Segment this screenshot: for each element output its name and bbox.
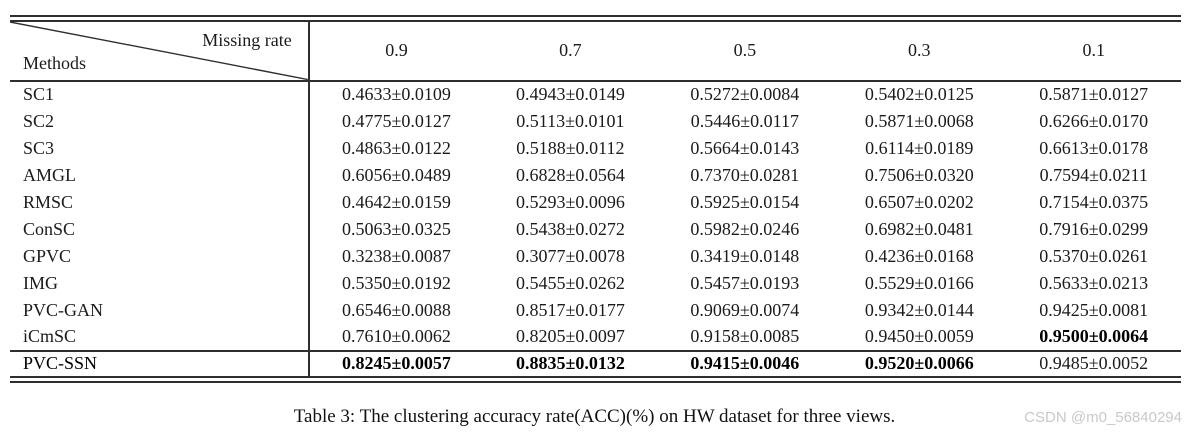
- value-cell: 0.9500±0.0064: [1039, 326, 1149, 346]
- table-row-pvc-ssn: PVC-SSN 0.8245±0.0057 0.8835±0.0132 0.94…: [10, 349, 1181, 380]
- method-cell: SC1: [10, 80, 310, 108]
- value-cell: 0.6828±0.0564: [515, 164, 625, 185]
- value-cell: 0.6546±0.0088: [342, 299, 451, 320]
- value-cell: 0.5871±0.0068: [864, 110, 974, 131]
- value-cell: 0.5063±0.0325: [342, 218, 451, 239]
- value-cell: 0.9342±0.0144: [864, 299, 974, 320]
- value-cell: 0.5350±0.0192: [342, 272, 451, 293]
- header-row: Missing rate Methods 0.9 0.7 0.5 0.3 0.1: [10, 18, 1181, 82]
- column-header-0.7: 0.7: [483, 18, 658, 82]
- value-cell: 0.9450±0.0059: [864, 326, 974, 346]
- value-cell: 0.6266±0.0170: [1039, 110, 1149, 131]
- value-cell: 0.7594±0.0211: [1039, 164, 1148, 185]
- method-cell: IMG: [10, 269, 310, 297]
- results-table-wrap: Missing rate Methods 0.9 0.7 0.5 0.3 0.1…: [10, 15, 1181, 383]
- table-row-img: IMG 0.5350±0.0192 0.5455±0.0262 0.5457±0…: [10, 269, 1181, 297]
- diagonal-divider-line: [10, 22, 308, 80]
- results-table: Missing rate Methods 0.9 0.7 0.5 0.3 0.1…: [10, 15, 1181, 383]
- value-cell: 0.5982±0.0246: [690, 218, 800, 239]
- value-cell: 0.5188±0.0112: [516, 137, 625, 158]
- value-cell: 0.3238±0.0087: [342, 245, 451, 266]
- methods-label: Methods: [23, 52, 86, 73]
- table-row-pvc-gan: PVC-GAN 0.6546±0.0088 0.8517±0.0177 0.90…: [10, 296, 1181, 324]
- method-cell: SC2: [10, 107, 310, 135]
- value-cell: 0.8205±0.0097: [515, 326, 625, 346]
- method-cell: RMSC: [10, 188, 310, 216]
- value-cell: 0.9158±0.0085: [690, 326, 800, 346]
- value-cell: 0.8835±0.0132: [483, 349, 658, 380]
- corner-cell: Missing rate Methods: [10, 18, 310, 82]
- value-cell: 0.3077±0.0078: [515, 245, 625, 266]
- method-cell: AMGL: [10, 161, 310, 189]
- value-cell: 0.5446±0.0117: [690, 110, 799, 131]
- table-row-sc3: SC3 0.4863±0.0122 0.5188±0.0112 0.5664±0…: [10, 134, 1181, 162]
- value-cell: 0.7916±0.0299: [1039, 218, 1149, 239]
- value-cell: 0.7506±0.0320: [864, 164, 974, 185]
- value-cell: 0.9485±0.0052: [1006, 349, 1181, 380]
- value-cell: 0.5633±0.0213: [1039, 272, 1149, 293]
- watermark: CSDN @m0_56840294: [1024, 409, 1182, 426]
- method-cell: iCmSC: [10, 323, 310, 351]
- value-cell: 0.5293±0.0096: [515, 191, 625, 212]
- value-cell: 0.7370±0.0281: [690, 164, 800, 185]
- table-row-icmsc: iCmSC 0.7610±0.0062 0.8205±0.0097 0.9158…: [10, 323, 1181, 351]
- method-cell: SC3: [10, 134, 310, 162]
- method-cell: ConSC: [10, 215, 310, 243]
- value-cell: 0.4642±0.0159: [342, 191, 451, 212]
- value-cell: 0.9425±0.0081: [1039, 299, 1149, 320]
- value-cell: 0.7610±0.0062: [342, 326, 451, 346]
- value-cell: 0.5402±0.0125: [864, 84, 974, 104]
- value-cell: 0.7154±0.0375: [1039, 191, 1149, 212]
- value-cell: 0.3419±0.0148: [690, 245, 800, 266]
- method-cell: GPVC: [10, 242, 310, 270]
- value-cell: 0.6613±0.0178: [1039, 137, 1149, 158]
- value-cell: 0.5113±0.0101: [516, 110, 625, 131]
- value-cell: 0.8517±0.0177: [515, 299, 625, 320]
- table-row-sc1: SC1 0.4633±0.0109 0.4943±0.0149 0.5272±0…: [10, 80, 1181, 108]
- method-cell: PVC-GAN: [10, 296, 310, 324]
- column-header-0.9: 0.9: [308, 18, 484, 82]
- table-row-amgl: AMGL 0.6056±0.0489 0.6828±0.0564 0.7370±…: [10, 161, 1181, 189]
- value-cell: 0.6982±0.0481: [864, 218, 974, 239]
- method-cell: PVC-SSN: [10, 349, 310, 380]
- value-cell: 0.6114±0.0189: [865, 137, 974, 158]
- value-cell: 0.5871±0.0127: [1039, 84, 1149, 104]
- value-cell: 0.6056±0.0489: [342, 164, 451, 185]
- value-cell: 0.9415±0.0046: [657, 349, 833, 380]
- table-row-rmsc: RMSC 0.4642±0.0159 0.5293±0.0096 0.5925±…: [10, 188, 1181, 216]
- value-cell: 0.4236±0.0168: [864, 245, 974, 266]
- table-row-consc: ConSC 0.5063±0.0325 0.5438±0.0272 0.5982…: [10, 215, 1181, 243]
- value-cell: 0.8245±0.0057: [308, 349, 484, 380]
- value-cell: 0.9069±0.0074: [690, 299, 800, 320]
- value-cell: 0.6507±0.0202: [864, 191, 974, 212]
- value-cell: 0.9520±0.0066: [832, 349, 1007, 380]
- column-header-0.3: 0.3: [832, 18, 1007, 82]
- value-cell: 0.5664±0.0143: [690, 137, 800, 158]
- column-header-0.5: 0.5: [657, 18, 833, 82]
- value-cell: 0.5272±0.0084: [690, 84, 800, 104]
- value-cell: 0.4863±0.0122: [342, 137, 451, 158]
- value-cell: 0.4633±0.0109: [342, 84, 451, 104]
- table-caption: Table 3: The clustering accuracy rate(AC…: [293, 406, 896, 427]
- value-cell: 0.5925±0.0154: [690, 191, 800, 212]
- missing-rate-label: Missing rate: [202, 30, 292, 50]
- value-cell: 0.5529±0.0166: [864, 272, 974, 293]
- value-cell: 0.5457±0.0193: [690, 272, 800, 293]
- value-cell: 0.4775±0.0127: [342, 110, 451, 131]
- column-header-0.1: 0.1: [1006, 18, 1181, 82]
- value-cell: 0.5455±0.0262: [515, 272, 625, 293]
- value-cell: 0.4943±0.0149: [515, 84, 625, 104]
- value-cell: 0.5370±0.0261: [1039, 245, 1149, 266]
- value-cell: 0.5438±0.0272: [515, 218, 625, 239]
- table-row-gpvc: GPVC 0.3238±0.0087 0.3077±0.0078 0.3419±…: [10, 242, 1181, 270]
- table-row-sc2: SC2 0.4775±0.0127 0.5113±0.0101 0.5446±0…: [10, 107, 1181, 135]
